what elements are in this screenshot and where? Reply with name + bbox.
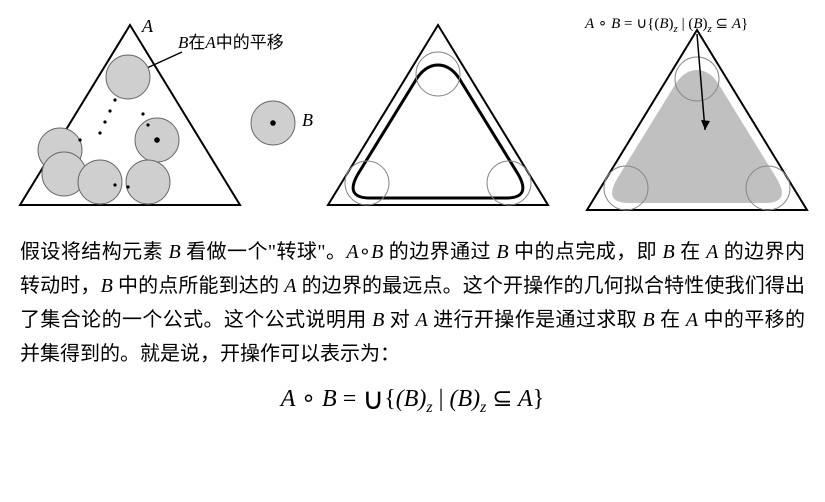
formula: A ∘ B = ∪{(B)z | (B)z ⊆ A} bbox=[10, 379, 815, 417]
figure-middle bbox=[318, 10, 557, 220]
annot-right-text: A ∘ B = ∪{(B)z | (B)z ⊆ A} bbox=[584, 16, 748, 35]
body-paragraph: 假设将结构元素 B 看做一个"转球"。A∘B 的边界通过 B 中的点完成，即 B… bbox=[10, 235, 815, 371]
annot-left-text: B在A中的平移 bbox=[178, 33, 284, 52]
label-b: B bbox=[302, 110, 313, 130]
figure-row: A B在A中的平移 B bbox=[10, 10, 815, 220]
label-a: A bbox=[141, 16, 154, 36]
figure-right: A ∘ B = ∪{(B)z | (B)z ⊆ A} bbox=[557, 10, 815, 220]
figure-left: A B在A中的平移 B bbox=[10, 10, 318, 220]
